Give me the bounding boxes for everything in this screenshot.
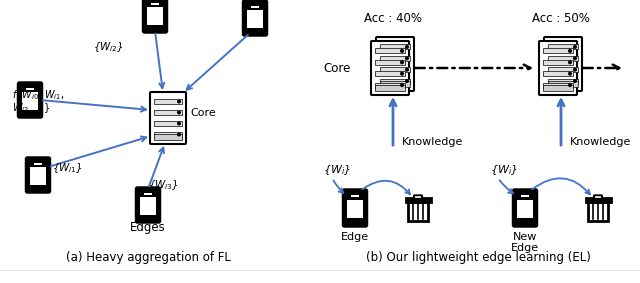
Bar <box>548 67 578 72</box>
Bar <box>543 83 573 88</box>
FancyBboxPatch shape <box>150 92 186 144</box>
Circle shape <box>406 68 408 71</box>
Text: {$W_{i3}$}: {$W_{i3}$} <box>148 178 179 192</box>
Bar <box>375 60 405 65</box>
Text: New
Edge: New Edge <box>511 232 539 253</box>
Circle shape <box>401 61 403 64</box>
Bar <box>588 201 608 221</box>
Circle shape <box>569 72 572 75</box>
Bar <box>147 7 163 25</box>
Circle shape <box>401 72 403 75</box>
Text: Edges: Edges <box>130 222 166 235</box>
FancyBboxPatch shape <box>513 190 537 226</box>
Circle shape <box>406 80 408 82</box>
Bar <box>145 192 152 195</box>
Bar <box>380 44 410 50</box>
Text: Core: Core <box>323 61 350 74</box>
Text: Knowledge: Knowledge <box>570 137 632 147</box>
FancyBboxPatch shape <box>414 195 422 199</box>
Text: Edge: Edge <box>341 232 369 242</box>
Bar <box>26 87 34 90</box>
Circle shape <box>178 122 180 125</box>
FancyBboxPatch shape <box>594 195 602 199</box>
Bar <box>247 10 263 28</box>
Circle shape <box>406 57 408 60</box>
Circle shape <box>569 50 572 52</box>
Text: Core: Core <box>190 108 216 118</box>
Bar <box>380 67 410 72</box>
Bar <box>348 200 363 218</box>
FancyBboxPatch shape <box>539 41 577 95</box>
Text: $f${$W_{i0}$, $W_{i1}$,: $f${$W_{i0}$, $W_{i1}$, <box>12 88 64 102</box>
Circle shape <box>178 133 180 136</box>
Circle shape <box>406 46 408 48</box>
Bar <box>375 71 405 76</box>
Text: {$W_{i2}$}: {$W_{i2}$} <box>93 40 124 54</box>
Circle shape <box>569 84 572 86</box>
Text: {$W_i$}: {$W_i$} <box>323 163 351 177</box>
Bar <box>351 194 358 197</box>
Bar <box>586 198 611 201</box>
Bar <box>154 132 182 137</box>
Bar <box>154 121 182 126</box>
Bar <box>154 110 182 115</box>
Circle shape <box>178 100 180 103</box>
FancyBboxPatch shape <box>136 188 160 222</box>
FancyBboxPatch shape <box>376 37 414 91</box>
Bar <box>35 162 42 165</box>
Text: Acc : 40%: Acc : 40% <box>364 12 422 25</box>
Bar <box>548 81 578 87</box>
Bar <box>543 85 573 91</box>
Bar <box>548 56 578 61</box>
Bar <box>517 200 532 218</box>
Circle shape <box>178 111 180 114</box>
Bar <box>380 81 410 87</box>
Bar <box>375 48 405 53</box>
Circle shape <box>573 57 576 60</box>
Bar <box>375 83 405 88</box>
Circle shape <box>401 84 403 86</box>
Text: (b) Our lightweight edge learning (EL): (b) Our lightweight edge learning (EL) <box>365 252 591 265</box>
Bar <box>380 79 410 83</box>
Circle shape <box>573 46 576 48</box>
FancyBboxPatch shape <box>243 1 267 35</box>
Circle shape <box>401 50 403 52</box>
Bar <box>140 197 156 215</box>
Bar <box>522 194 529 197</box>
FancyBboxPatch shape <box>371 41 409 95</box>
Bar <box>408 201 428 221</box>
Text: {$W_{i1}$}: {$W_{i1}$} <box>52 161 83 175</box>
Bar <box>154 134 182 140</box>
Bar <box>548 44 578 50</box>
FancyBboxPatch shape <box>143 0 166 32</box>
FancyBboxPatch shape <box>343 190 367 226</box>
Text: (a) Heavy aggregation of FL: (a) Heavy aggregation of FL <box>65 252 230 265</box>
Bar <box>543 60 573 65</box>
Bar <box>548 79 578 83</box>
Bar <box>151 3 159 5</box>
FancyBboxPatch shape <box>19 83 42 117</box>
Text: Acc : 50%: Acc : 50% <box>532 12 590 25</box>
Text: Knowledge: Knowledge <box>402 137 463 147</box>
Circle shape <box>573 80 576 82</box>
Bar <box>252 5 259 8</box>
Circle shape <box>573 68 576 71</box>
Bar <box>543 48 573 53</box>
Bar <box>30 167 46 185</box>
Bar <box>543 71 573 76</box>
Bar <box>380 56 410 61</box>
Bar <box>406 198 431 201</box>
Bar <box>154 99 182 104</box>
Circle shape <box>569 61 572 64</box>
FancyBboxPatch shape <box>544 37 582 91</box>
Bar <box>22 92 38 110</box>
Bar <box>375 85 405 91</box>
Text: $W_{i2}$ ... }: $W_{i2}$ ... } <box>12 101 51 115</box>
FancyBboxPatch shape <box>26 158 50 192</box>
Text: {$W_i$}: {$W_i$} <box>490 163 518 177</box>
